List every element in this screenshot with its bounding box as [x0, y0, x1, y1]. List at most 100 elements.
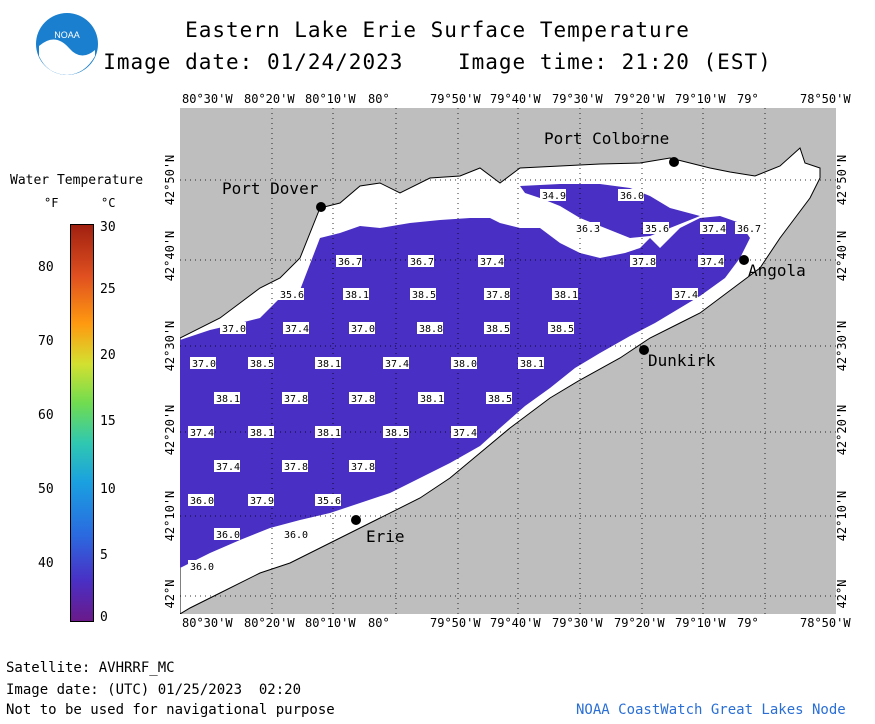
temperature-label: 38.5 — [548, 322, 574, 335]
city-erie: Erie — [366, 527, 405, 546]
legend-f-tick: 50 — [38, 482, 54, 497]
temperature-value: 38.1 — [345, 290, 369, 301]
temperature-label: 38.8 — [417, 322, 443, 335]
temperature-label: 37.4 — [478, 255, 504, 268]
temperature-label: 36.7 — [735, 222, 761, 235]
lon-label: 79°50'W — [430, 616, 481, 630]
legend-c-tick: 5 — [100, 548, 108, 563]
temperature-value: 37.4 — [385, 359, 409, 370]
temperature-value: 37.4 — [216, 462, 240, 473]
lon-label: 79°50'W — [430, 92, 481, 106]
image-datetime: Image date: 01/24/2023 Image time: 21:20… — [0, 50, 875, 74]
temperature-label: 37.0 — [220, 322, 246, 335]
legend-f-tick: 80 — [38, 260, 54, 275]
lat-label: 42°10'N — [835, 490, 849, 542]
temperature-value: 36.0 — [216, 530, 240, 541]
temperature-value: 38.5 — [488, 394, 512, 405]
city-dot-dunkirk — [639, 345, 649, 355]
temperature-label: 37.4 — [700, 222, 726, 235]
temperature-value: 37.8 — [284, 462, 308, 473]
lon-label: 80°30'W — [182, 616, 233, 630]
lon-label: 79°30'W — [552, 616, 603, 630]
lon-label: 80°20'W — [244, 616, 295, 630]
lon-label: 79°10'W — [675, 92, 726, 106]
city-angola: Angola — [748, 261, 806, 280]
temperature-label: 37.4 — [383, 357, 409, 370]
image-time: Image time: 21:20 (EST) — [457, 50, 772, 74]
temperature-label: 38.5 — [383, 426, 409, 439]
lon-label: 80°20'W — [244, 92, 295, 106]
temperature-label: 36.0 — [214, 528, 240, 541]
temperature-label: 38.1 — [343, 288, 369, 301]
temperature-value: 37.0 — [222, 324, 246, 335]
legend-f-tick: 40 — [38, 556, 54, 571]
temperature-label: 36.0 — [188, 494, 214, 507]
temperature-value: 36.3 — [576, 224, 600, 235]
temperature-value: 38.5 — [385, 428, 409, 439]
temperature-value: 34.9 — [542, 191, 566, 202]
lat-label: 42°50'N — [163, 154, 177, 206]
temperature-value: 36.0 — [190, 562, 214, 573]
legend-c-tick: 20 — [100, 348, 116, 363]
temperature-label: 38.5 — [484, 322, 510, 335]
temperature-value: 38.1 — [317, 428, 341, 439]
temperature-label: 37.9 — [248, 494, 274, 507]
temperature-label: 38.1 — [518, 357, 544, 370]
temperature-value: 37.4 — [480, 257, 504, 268]
temperature-label: 34.9 — [540, 189, 566, 202]
legend-c-tick: 25 — [100, 282, 116, 297]
utc-date: Image date: (UTC) 01/25/2023 02:20 — [6, 682, 302, 698]
legend-unit-f: °F — [44, 196, 59, 210]
temperature-value: 38.5 — [412, 290, 436, 301]
temperature-value: 37.0 — [192, 359, 216, 370]
legend-f-tick: 60 — [38, 408, 54, 423]
lon-label: 80°10'W — [305, 92, 356, 106]
temperature-value: 36.0 — [620, 191, 644, 202]
temperature-value: 37.4 — [702, 224, 726, 235]
temperature-value: 37.4 — [453, 428, 477, 439]
temperature-data-region — [180, 216, 750, 568]
temperature-value: 38.1 — [216, 394, 240, 405]
city-dot-port-colborne — [669, 157, 679, 167]
temperature-label: 37.4 — [672, 288, 698, 301]
disclaimer: Not to be used for navigational purpose — [6, 702, 335, 718]
temperature-value: 36.7 — [737, 224, 761, 235]
temperature-value: 37.4 — [190, 428, 214, 439]
temperature-label: 36.0 — [282, 528, 308, 541]
legend-c-tick: 30 — [100, 220, 116, 235]
temperature-label: 38.1 — [248, 426, 274, 439]
lon-label: 79° — [737, 92, 759, 106]
temperature-label: 38.0 — [451, 357, 477, 370]
temperature-label: 37.8 — [349, 392, 375, 405]
temperature-label: 38.1 — [315, 357, 341, 370]
temperature-label: 37.8 — [630, 255, 656, 268]
lon-label: 80° — [368, 92, 390, 106]
temperature-label: 35.6 — [643, 222, 669, 235]
temperature-label: 36.0 — [188, 560, 214, 573]
temperature-value: 37.8 — [486, 290, 510, 301]
map-svg: Port Colborne Port Dover Angola Dunkirk … — [179, 108, 836, 615]
temperature-label: 37.8 — [349, 460, 375, 473]
temperature-label: 37.8 — [484, 288, 510, 301]
legend-title: Water Temperature — [10, 173, 144, 188]
legend-c-tick: 15 — [100, 414, 116, 429]
temperature-value: 36.7 — [410, 257, 434, 268]
temperature-label: 37.4 — [283, 322, 309, 335]
legend-colorbar — [70, 224, 94, 622]
temperature-value: 37.8 — [632, 257, 656, 268]
temperature-value: 38.5 — [250, 359, 274, 370]
lat-label: 42°40'N — [163, 230, 177, 282]
lon-label: 80° — [368, 616, 390, 630]
page-title: Eastern Lake Erie Surface Temperature — [185, 18, 690, 42]
temperature-value: 35.6 — [317, 496, 341, 507]
temperature-value: 38.1 — [520, 359, 544, 370]
lon-label: 79°30'W — [552, 92, 603, 106]
lat-label: 42°50'N — [835, 154, 849, 206]
city-dunkirk: Dunkirk — [648, 351, 716, 370]
temperature-label: 37.8 — [282, 392, 308, 405]
temperature-value: 36.7 — [338, 257, 362, 268]
temperature-label: 37.4 — [188, 426, 214, 439]
city-port-dover: Port Dover — [222, 179, 319, 198]
temperature-value: 37.4 — [700, 257, 724, 268]
map-panel: Port Colborne Port Dover Angola Dunkirk … — [179, 108, 836, 615]
